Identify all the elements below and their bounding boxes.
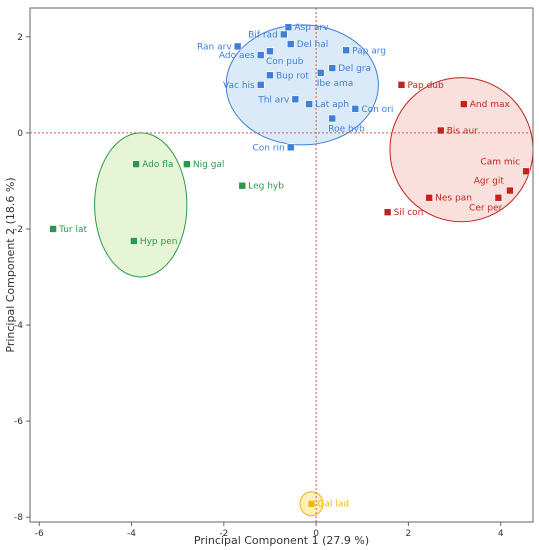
point-label-con-rin: Con rin [252,143,284,153]
point-label-ibe-ama: Ibe ama [317,79,354,89]
data-point-pap-arg [342,46,350,55]
point-label-lat-aph: Lat aph [315,100,349,110]
data-point-and-max [459,100,468,108]
data-point-cam-mic [522,167,530,176]
point-label-ado-aes: Ado aes [219,51,255,61]
data-point-asp-arv [284,23,293,32]
y-tick-label: 2 [17,33,23,43]
point-label-ado-fla: Ado fla [142,160,173,170]
y-tick-label: -2 [14,225,23,235]
point-label-gal-lad: Gal lad [317,500,349,510]
point-label-leg-hyb: Leg hyb [248,182,284,192]
point-label-cer-per: Cer per [469,204,503,214]
data-point-nes-pan [425,193,433,202]
data-point-nig-gal [183,160,191,168]
point-label-pap-arg: Pap arg [352,46,386,56]
point-label-con-pub: Con pub [266,57,304,67]
point-label-sil-con: Sil con [394,208,424,218]
y-axis-title: Principal Component 2 (18.6 %) [4,177,17,352]
point-label-con-ori: Con ori [361,105,393,115]
data-point-agr-git [506,186,514,195]
data-point-lat-aph [305,100,313,108]
x-tick-label: 2 [406,529,412,539]
data-point-gal-lad [307,499,316,508]
plot-frame [29,7,534,523]
data-point-con-pub [266,47,274,56]
y-tick-label: -6 [14,417,23,427]
reference-lines-layer [30,8,533,522]
data-point-con-rin [286,143,295,152]
data-point-thl-arv [291,95,300,104]
point-label-nig-gal: Nig gal [193,160,225,170]
point-label-thl-arv: Thl arv [257,95,290,105]
data-point-bis-aur [436,126,445,135]
point-label-del-hal: Del hal [297,40,329,50]
x-axis-title: Principal Component 1 (27.9 %) [194,534,369,547]
point-label-bup-rot: Bup rot [276,71,309,81]
point-label-asp-arv: Asp arv [294,23,329,33]
y-tick-label: -4 [14,321,23,331]
axes-layer: -6 -4 -2 0 2 4 -8 -6 -4 -2 0 2 [14,7,534,539]
data-point-con-ori [351,105,360,113]
data-point-vac-his [256,81,265,89]
x-tick-label: 4 [498,529,504,539]
point-label-roe-hyb: Roe hyb [328,124,365,134]
data-point-roe-hyb [328,114,337,123]
point-label-nes-pan: Nes pan [435,194,472,204]
data-point-pap-dub [397,81,406,89]
point-label-hyp-pen: Hyp pen [140,237,178,247]
data-point-ran-arv [233,42,242,51]
data-point-del-hal [286,40,295,48]
x-tick-label: 0 [313,529,319,539]
ellipses-layer [94,24,534,517]
points-layer [49,23,530,508]
cluster-ellipse-green [94,132,188,278]
point-label-agr-git: Agr git [474,177,505,187]
data-point-bif-rad [280,30,288,39]
point-labels-layer: Asp arv Bif rad Del hal Ran arv Con pub Pap a… [58,23,520,510]
point-label-tur-lat: Tur lat [58,225,87,235]
data-point-leg-hyb [238,181,247,190]
y-tick-label: -8 [14,513,23,523]
data-point-hyp-pen [130,237,138,245]
point-label-vac-his: Vac his [223,81,255,91]
point-label-pap-dub: Pap dub [407,81,444,91]
point-label-ran-arv: Ran arv [197,42,232,52]
x-tick-label: -2 [219,529,228,539]
data-point-ibe-ama [316,69,325,77]
point-label-bif-rad: Bif rad [248,30,278,40]
y-tick-label: 0 [17,129,23,139]
data-point-ado-aes [256,51,265,59]
data-point-ado-fla [132,160,140,168]
point-label-cam-mic: Cam mic [480,157,520,167]
x-tick-label: -6 [35,529,44,539]
x-tick-label: -4 [127,529,136,539]
data-point-del-gra [328,64,337,72]
point-label-del-gra: Del gra [338,64,371,74]
point-label-bis-aur: Bis aur [447,126,478,136]
data-point-tur-lat [49,225,57,233]
data-point-cer-per [494,193,503,202]
data-point-bup-rot [266,71,274,80]
data-point-sil-con [383,208,392,216]
point-label-and-max: And max [470,100,511,110]
